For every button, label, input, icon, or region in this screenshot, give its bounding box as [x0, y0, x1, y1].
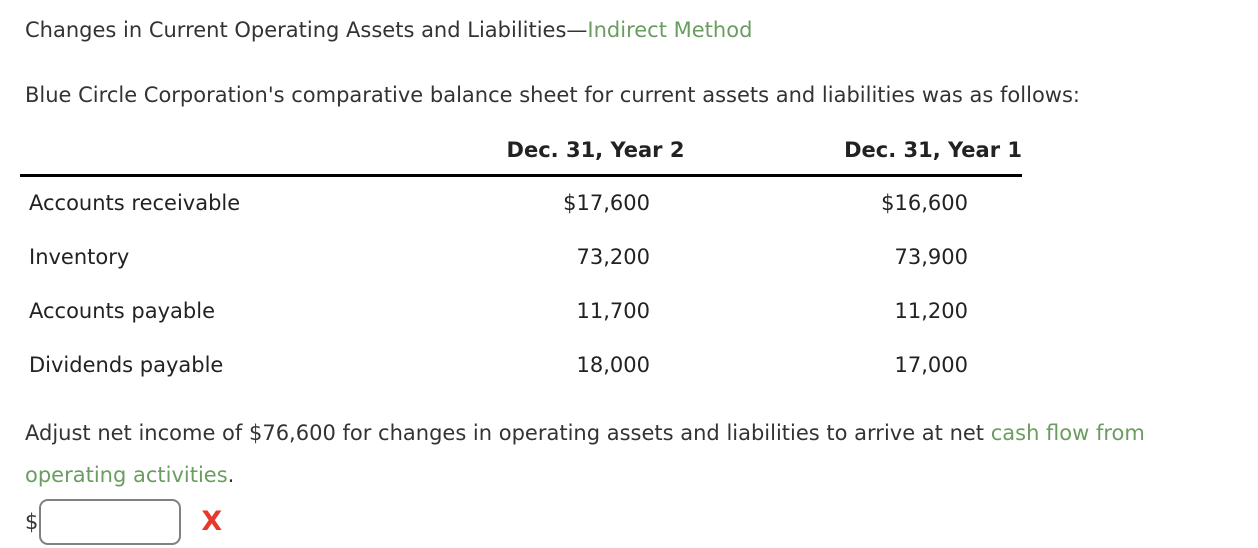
- intro-text: Blue Circle Corporation's comparative ba…: [25, 83, 1080, 107]
- balance-sheet-table: Dec. 31, Year 2 Dec. 31, Year 1 Accounts…: [20, 136, 1022, 392]
- answer-input[interactable]: [39, 498, 182, 545]
- currency-symbol: $: [25, 509, 39, 534]
- question-title: Changes in Current Operating Assets and …: [25, 16, 1238, 44]
- incorrect-x-icon: X: [201, 506, 223, 537]
- table-row: Accounts receivable $17,600 $16,600: [20, 176, 1022, 230]
- question-page: Changes in Current Operating Assets and …: [0, 16, 1258, 548]
- row-label: Accounts payable: [29, 298, 215, 323]
- instruction-prefix: Adjust net income of $76,600 for changes…: [25, 420, 991, 445]
- row-year2-value: $17,600: [563, 191, 650, 216]
- row-year2-value: 18,000: [576, 352, 650, 377]
- instruction-suffix: .: [227, 462, 235, 487]
- answer-row: $ X: [25, 498, 1258, 545]
- table-header-empty: [20, 136, 480, 177]
- table-header-year2: Dec. 31, Year 2: [480, 136, 711, 177]
- instruction-text: Adjust net income of $76,600 for changes…: [25, 412, 1240, 496]
- instruction-highlight: cash flow from operating activities: [25, 420, 1145, 487]
- row-year1-value: $16,600: [881, 191, 968, 216]
- row-year1-value: 11,200: [894, 298, 968, 323]
- row-year1-value: 73,900: [894, 244, 968, 269]
- table-header-row: Dec. 31, Year 2 Dec. 31, Year 1: [20, 136, 1022, 177]
- question-title-text: Changes in Current Operating Assets and …: [25, 18, 588, 42]
- table-row: Dividends payable 18,000 17,000: [20, 338, 1022, 392]
- table-header-year1: Dec. 31, Year 1: [711, 136, 1022, 177]
- question-title-highlight: Indirect Method: [587, 18, 753, 42]
- row-year2-value: 73,200: [576, 244, 650, 269]
- row-year2-value: 11,700: [576, 298, 650, 323]
- table-row: Inventory 73,200 73,900: [20, 230, 1022, 284]
- table-row: Accounts payable 11,700 11,200: [20, 284, 1022, 338]
- row-label: Accounts receivable: [29, 191, 241, 216]
- row-label: Inventory: [29, 244, 130, 269]
- row-year1-value: 17,000: [894, 352, 968, 377]
- row-label: Dividends payable: [29, 352, 224, 377]
